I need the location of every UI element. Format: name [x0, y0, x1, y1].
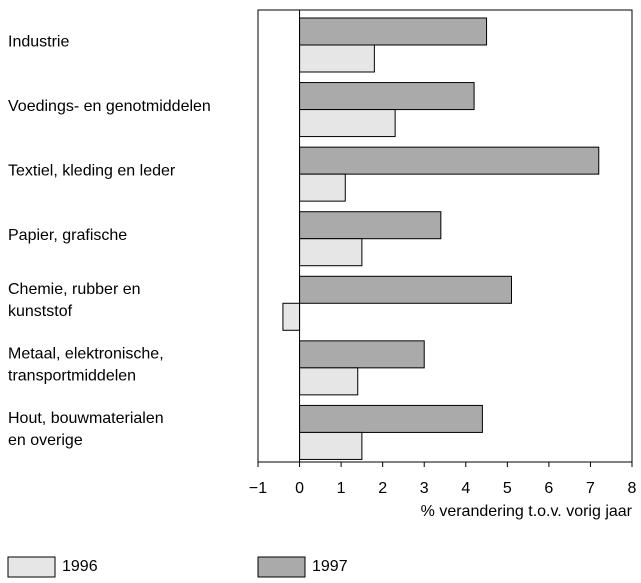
bar — [299, 17, 488, 46]
x-tick-label: 0 — [295, 480, 304, 497]
bar — [299, 340, 425, 369]
bar — [299, 109, 396, 138]
category-label: en overige — [8, 432, 83, 449]
bar — [299, 275, 512, 304]
category-label: Papier, grafische — [8, 227, 127, 244]
x-tick-label: 7 — [586, 480, 595, 497]
x-tick-label: 5 — [503, 480, 512, 497]
x-tick-label: 6 — [544, 480, 553, 497]
x-tick-label: 8 — [628, 480, 637, 497]
category-label: Voedings- en genotmiddelen — [8, 98, 211, 115]
legend-swatch — [7, 556, 56, 578]
x-tick-label: 1 — [337, 480, 346, 497]
x-axis-label: % verandering t.o.v. vorig jaar — [421, 503, 633, 520]
category-label: Metaal, elektronische, — [8, 345, 164, 362]
x-tick-label: 3 — [420, 480, 429, 497]
x-tick-label: −1 — [249, 480, 267, 497]
bar — [299, 173, 346, 202]
x-tick-label: 4 — [461, 480, 470, 497]
bar — [299, 44, 375, 73]
category-label: transportmiddelen — [8, 367, 136, 384]
category-label: Industrie — [8, 34, 69, 51]
category-label: Textiel, kleding en leder — [8, 163, 176, 180]
bar — [299, 146, 600, 175]
legend-label: 1997 — [312, 558, 348, 575]
category-label: Chemie, rubber en — [8, 281, 141, 298]
plot-frame — [257, 9, 633, 463]
category-label: Hout, bouwmaterialen — [8, 410, 164, 427]
bar — [299, 367, 359, 396]
category-label: kunststof — [8, 303, 73, 320]
bar — [282, 302, 301, 331]
bar — [299, 238, 363, 267]
bar — [299, 82, 475, 111]
legend-swatch — [257, 556, 306, 578]
bar — [299, 404, 483, 433]
legend-label: 1996 — [62, 558, 98, 575]
bar — [299, 211, 442, 240]
bar — [299, 431, 363, 460]
x-tick-label: 2 — [378, 480, 387, 497]
